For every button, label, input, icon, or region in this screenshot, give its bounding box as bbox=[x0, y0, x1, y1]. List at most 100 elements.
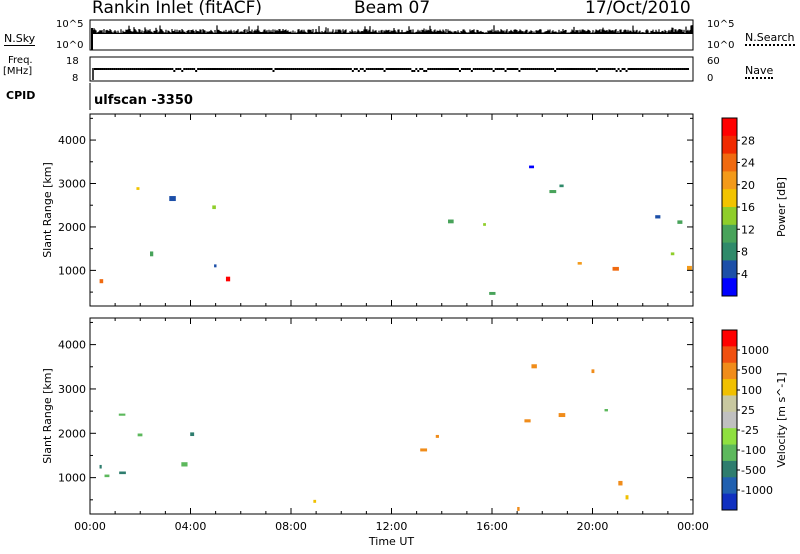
freq-point bbox=[484, 68, 487, 70]
freq-point bbox=[458, 70, 461, 72]
velocity-colorbar-swatch bbox=[722, 428, 737, 446]
freq-point bbox=[439, 68, 442, 70]
freq-point bbox=[173, 70, 176, 72]
freq-point bbox=[232, 68, 235, 70]
freq-point bbox=[268, 68, 271, 70]
freq-point bbox=[335, 68, 338, 70]
freq-point bbox=[349, 68, 352, 70]
freq-point bbox=[121, 68, 124, 70]
freq-point bbox=[564, 68, 567, 70]
freq-point bbox=[171, 68, 174, 70]
freq-point bbox=[468, 68, 471, 70]
freq-point bbox=[492, 70, 495, 72]
freq-point bbox=[451, 68, 453, 70]
freq-point bbox=[566, 68, 569, 70]
freq-point bbox=[266, 68, 269, 70]
freq-point bbox=[298, 68, 301, 70]
freq-point bbox=[141, 68, 144, 70]
freq-point bbox=[129, 68, 132, 70]
velocity-colorbar-swatch bbox=[722, 330, 737, 347]
freq-point bbox=[685, 68, 688, 70]
freq-point bbox=[117, 68, 120, 70]
velocity-cell bbox=[420, 448, 428, 452]
freq-point bbox=[427, 68, 430, 70]
freq-point bbox=[351, 70, 354, 72]
freq-point bbox=[101, 68, 104, 70]
velocity-colorbar-swatch bbox=[722, 346, 737, 364]
freq-point bbox=[270, 68, 273, 70]
velocity-ytick-label: 3000 bbox=[58, 383, 86, 396]
velocity-colorbar-frame bbox=[721, 329, 738, 511]
date-label: 17/Oct/2010 bbox=[585, 0, 691, 18]
freq-point bbox=[562, 68, 565, 70]
nave-tick: 60 bbox=[707, 56, 720, 67]
freq-point bbox=[675, 68, 678, 70]
power-cell bbox=[212, 205, 216, 210]
freq-point bbox=[637, 68, 640, 70]
freq-point bbox=[466, 68, 469, 70]
freq-point bbox=[161, 68, 164, 70]
freq-point bbox=[332, 68, 334, 70]
nsky-tick: 10^5 bbox=[56, 19, 83, 30]
freq-point bbox=[391, 68, 394, 70]
freq-point bbox=[343, 68, 346, 70]
freq-point bbox=[125, 68, 128, 70]
power-cell bbox=[655, 215, 661, 219]
freq-point bbox=[577, 68, 580, 70]
freq-point bbox=[452, 68, 455, 70]
freq-point bbox=[373, 68, 376, 70]
freq-point bbox=[127, 68, 130, 70]
freq-point bbox=[575, 68, 578, 70]
freq-point bbox=[359, 68, 362, 70]
freq-point bbox=[518, 70, 521, 72]
freq-point bbox=[123, 68, 126, 70]
nave-tick: 0 bbox=[707, 73, 713, 84]
freq-point bbox=[341, 68, 344, 70]
freq-point bbox=[276, 68, 279, 70]
freq-point bbox=[361, 68, 364, 70]
freq-panel-frame bbox=[89, 56, 694, 82]
freq-point bbox=[218, 68, 221, 70]
freq-point bbox=[496, 68, 499, 70]
power-colorbar-swatch bbox=[722, 135, 737, 155]
nsky-label: N.Sky bbox=[4, 32, 36, 46]
freq-point bbox=[189, 68, 192, 70]
power-colorbar-swatch bbox=[722, 171, 737, 190]
nsky-panel-frame bbox=[89, 19, 694, 51]
freq-point bbox=[546, 68, 549, 70]
freq-point bbox=[639, 68, 642, 70]
freq-point bbox=[286, 68, 289, 70]
power-ytick-label: 4000 bbox=[58, 134, 86, 147]
freq-point bbox=[560, 68, 563, 70]
freq-point bbox=[377, 68, 380, 70]
freq-point bbox=[611, 68, 614, 70]
freq-point bbox=[133, 68, 136, 70]
freq-point bbox=[310, 68, 313, 70]
freq-point bbox=[250, 68, 253, 70]
freq-point bbox=[395, 68, 398, 70]
freq-point bbox=[316, 68, 319, 70]
freq-point bbox=[671, 68, 674, 70]
freq-point bbox=[403, 68, 406, 70]
freq-point bbox=[613, 68, 616, 70]
freq-point bbox=[216, 68, 219, 70]
freq-point bbox=[191, 68, 194, 70]
freq-point bbox=[193, 68, 196, 70]
velocity-colorbar-swatch bbox=[722, 379, 737, 396]
freq-point bbox=[548, 68, 551, 70]
freq-point bbox=[113, 68, 116, 70]
freq-point bbox=[651, 68, 654, 70]
freq-point bbox=[657, 68, 660, 70]
power-cell bbox=[549, 190, 557, 194]
freq-point bbox=[534, 68, 537, 70]
freq-point bbox=[621, 68, 624, 70]
freq-point bbox=[454, 68, 457, 70]
power-colorbar-tick-label: 12 bbox=[741, 223, 755, 236]
freq-point bbox=[474, 68, 477, 70]
freq-point bbox=[207, 68, 210, 70]
freq-point bbox=[258, 68, 261, 70]
freq-point bbox=[383, 70, 386, 72]
freq-point bbox=[284, 68, 287, 70]
velocity-panel-frame bbox=[89, 317, 694, 515]
freq-point bbox=[300, 68, 303, 70]
